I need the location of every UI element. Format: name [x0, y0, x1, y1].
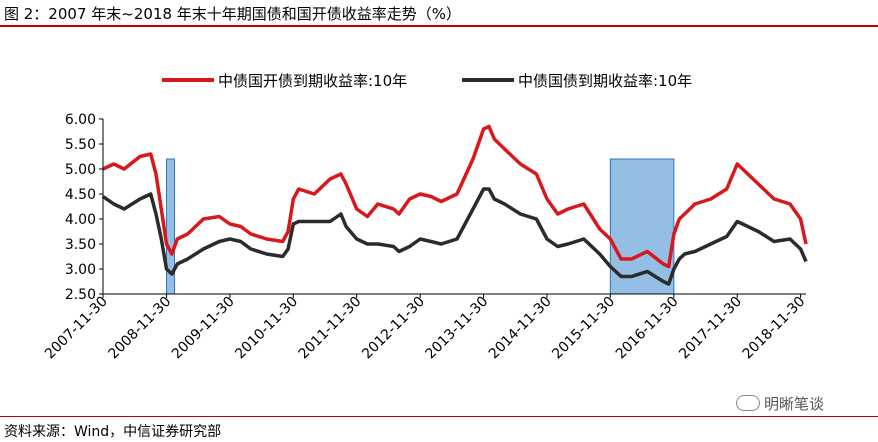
y-tick-label: 6.00 — [65, 112, 96, 128]
x-tick-label: 2011-11-30 — [296, 294, 365, 363]
series-lines — [102, 124, 808, 286]
watermark: 明晰笔谈 — [736, 393, 824, 414]
x-tick-label: 2008-11-30 — [106, 294, 175, 363]
series-line-govt — [102, 187, 808, 286]
x-tick-label: 2018-11-30 — [740, 294, 809, 363]
y-tick-label: 5.50 — [65, 137, 96, 153]
x-tick-label: 2015-11-30 — [549, 294, 618, 363]
y-tick-label: 3.00 — [65, 262, 96, 278]
chart-legend: 中债国开债到期收益率:10年 中债国债到期收益率:10年 — [162, 72, 692, 90]
watermark-text: 明晰笔谈 — [764, 395, 825, 413]
x-tick-label: 2007-11-30 — [42, 294, 111, 363]
source-note: 资料来源：Wind，中信证券研究部 — [4, 424, 222, 440]
x-axis-ticks: 2007-11-302008-11-302009-11-302010-11-30… — [42, 294, 808, 363]
x-tick-label: 2017-11-30 — [676, 294, 745, 363]
x-tick-label: 2014-11-30 — [486, 294, 555, 363]
legend-label-cdb: 中债国开债到期收益率:10年 — [218, 72, 407, 90]
x-tick-label: 2010-11-30 — [232, 294, 301, 363]
yield-line-chart: 中债国开债到期收益率:10年 中债国债到期收益率:10年 2.50 3.00 3.5… — [42, 72, 808, 363]
y-axis-ticks: 2.50 3.00 3.50 4.00 4.50 5.00 5.50 6.00 — [65, 112, 103, 303]
y-tick-label: 3.50 — [65, 237, 96, 253]
footer-divider — [0, 416, 878, 417]
page-title: 图 2：2007 年末~2018 年末十年期国债和国开债收益率走势（%） — [4, 5, 462, 23]
y-tick-label: 4.50 — [65, 187, 96, 203]
legend-label-govt: 中债国债到期收益率:10年 — [518, 72, 692, 90]
y-tick-label: 4.00 — [65, 212, 96, 228]
title-divider — [0, 25, 878, 27]
x-tick-label: 2013-11-30 — [423, 294, 492, 363]
x-tick-label: 2009-11-30 — [169, 294, 238, 363]
x-tick-label: 2012-11-30 — [359, 294, 428, 363]
series-line-cdb — [102, 124, 808, 269]
y-tick-label: 2.50 — [65, 287, 96, 303]
chart-axes — [102, 119, 806, 295]
x-tick-label: 2016-11-30 — [613, 294, 682, 363]
wechat-icon — [736, 395, 760, 411]
y-tick-label: 5.00 — [65, 162, 96, 178]
